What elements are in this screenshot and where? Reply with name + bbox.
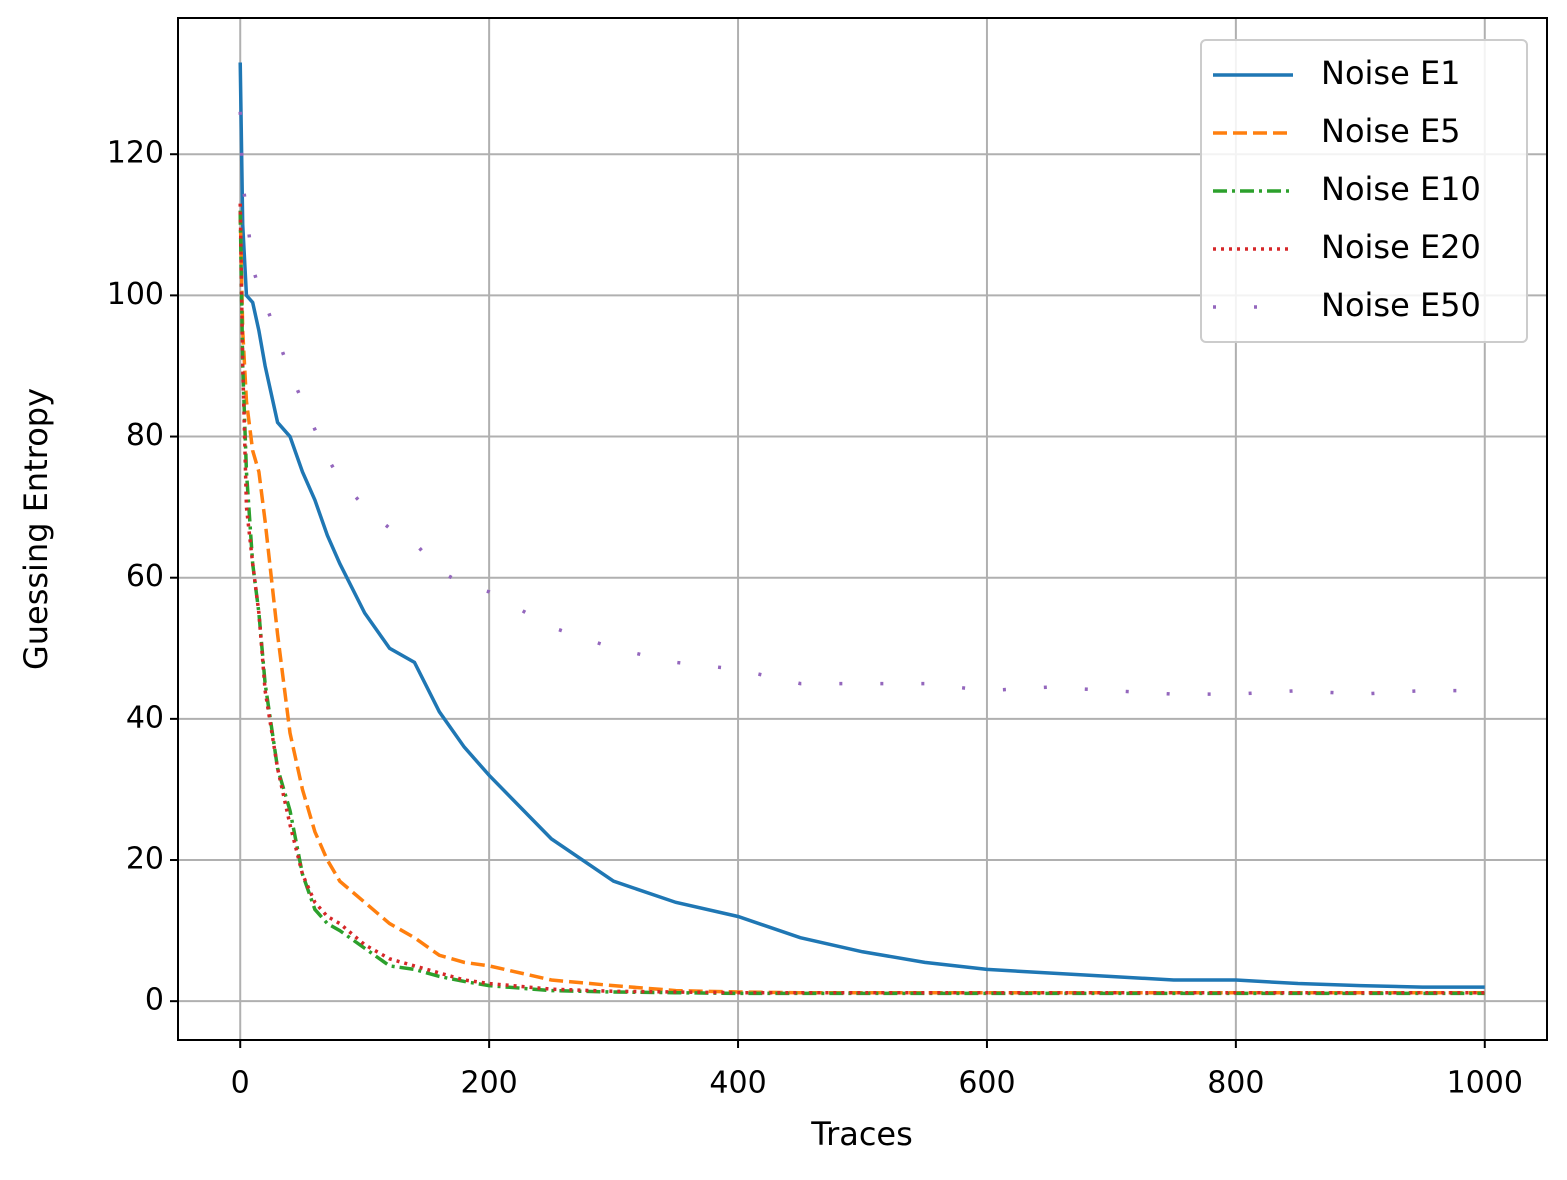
series-line	[238, 203, 1485, 995]
legend-label: Noise E10	[1321, 170, 1481, 208]
x-tick-label: 800	[1207, 1066, 1264, 1101]
y-tick-label: 80	[126, 418, 164, 453]
y-tick-label: 40	[126, 700, 164, 735]
series-line	[238, 62, 1485, 989]
legend-label: Noise E5	[1321, 112, 1461, 150]
y-tick-label: 120	[107, 136, 164, 171]
legend-label: Noise E50	[1321, 286, 1481, 324]
y-tick-label: 20	[126, 842, 164, 877]
x-axis-label: Traces	[810, 1115, 913, 1153]
series-line	[238, 210, 1485, 995]
legend-label: Noise E20	[1321, 228, 1481, 266]
plot-frame	[177, 17, 1548, 1041]
y-axis-label: Guessing Entropy	[17, 388, 55, 670]
x-tick-label: 600	[958, 1066, 1015, 1101]
legend-box	[1200, 39, 1528, 343]
y-tick-label: 60	[126, 559, 164, 594]
y-tick-label: 100	[107, 277, 164, 312]
legend-label: Noise E1	[1321, 54, 1461, 92]
x-tick-label: 200	[461, 1066, 518, 1101]
x-tick-label: 400	[709, 1066, 766, 1101]
series-line	[238, 210, 1485, 996]
x-tick-label: 1000	[1447, 1066, 1523, 1101]
y-tick-label: 0	[145, 983, 164, 1018]
x-tick-label: 0	[231, 1066, 250, 1101]
